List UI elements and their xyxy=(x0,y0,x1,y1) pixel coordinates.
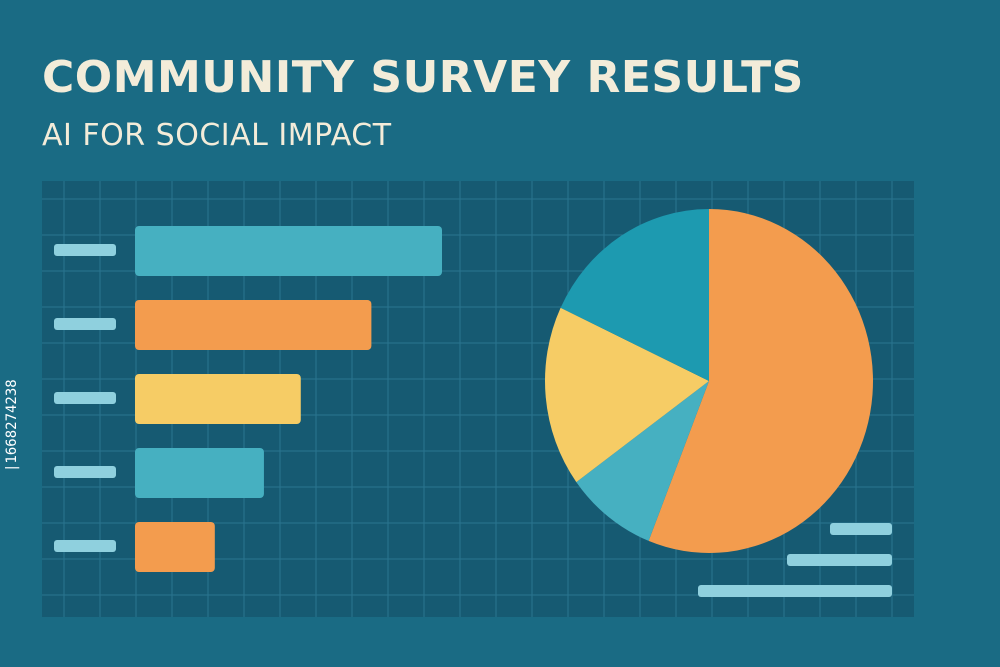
bar xyxy=(135,374,301,424)
pie-slice xyxy=(545,307,709,483)
bar xyxy=(135,300,372,350)
pie-slice xyxy=(560,209,709,381)
page-title: COMMUNITY SURVEY RESULTS xyxy=(42,52,804,103)
bar xyxy=(135,448,264,498)
page-subtitle: AI FOR SOCIAL IMPACT xyxy=(42,118,392,153)
bar xyxy=(135,226,442,276)
legend-entry-placeholder xyxy=(787,554,892,566)
bar xyxy=(135,522,215,572)
legend-entry-placeholder xyxy=(830,523,892,535)
bar-category-label-placeholder xyxy=(54,392,116,404)
pie-slice xyxy=(576,381,709,541)
pie-slice xyxy=(648,209,873,553)
image-code: |1668274238 xyxy=(4,379,20,472)
bar-category-label-placeholder xyxy=(54,540,116,552)
legend-entry-placeholder xyxy=(698,585,892,597)
pie-chart xyxy=(545,209,873,553)
bar-category-label-placeholder xyxy=(54,244,116,256)
bar-chart xyxy=(54,226,442,572)
bar-category-label-placeholder xyxy=(54,318,116,330)
chart-panel xyxy=(42,181,914,617)
pie-legend xyxy=(698,523,892,597)
bar-category-label-placeholder xyxy=(54,466,116,478)
